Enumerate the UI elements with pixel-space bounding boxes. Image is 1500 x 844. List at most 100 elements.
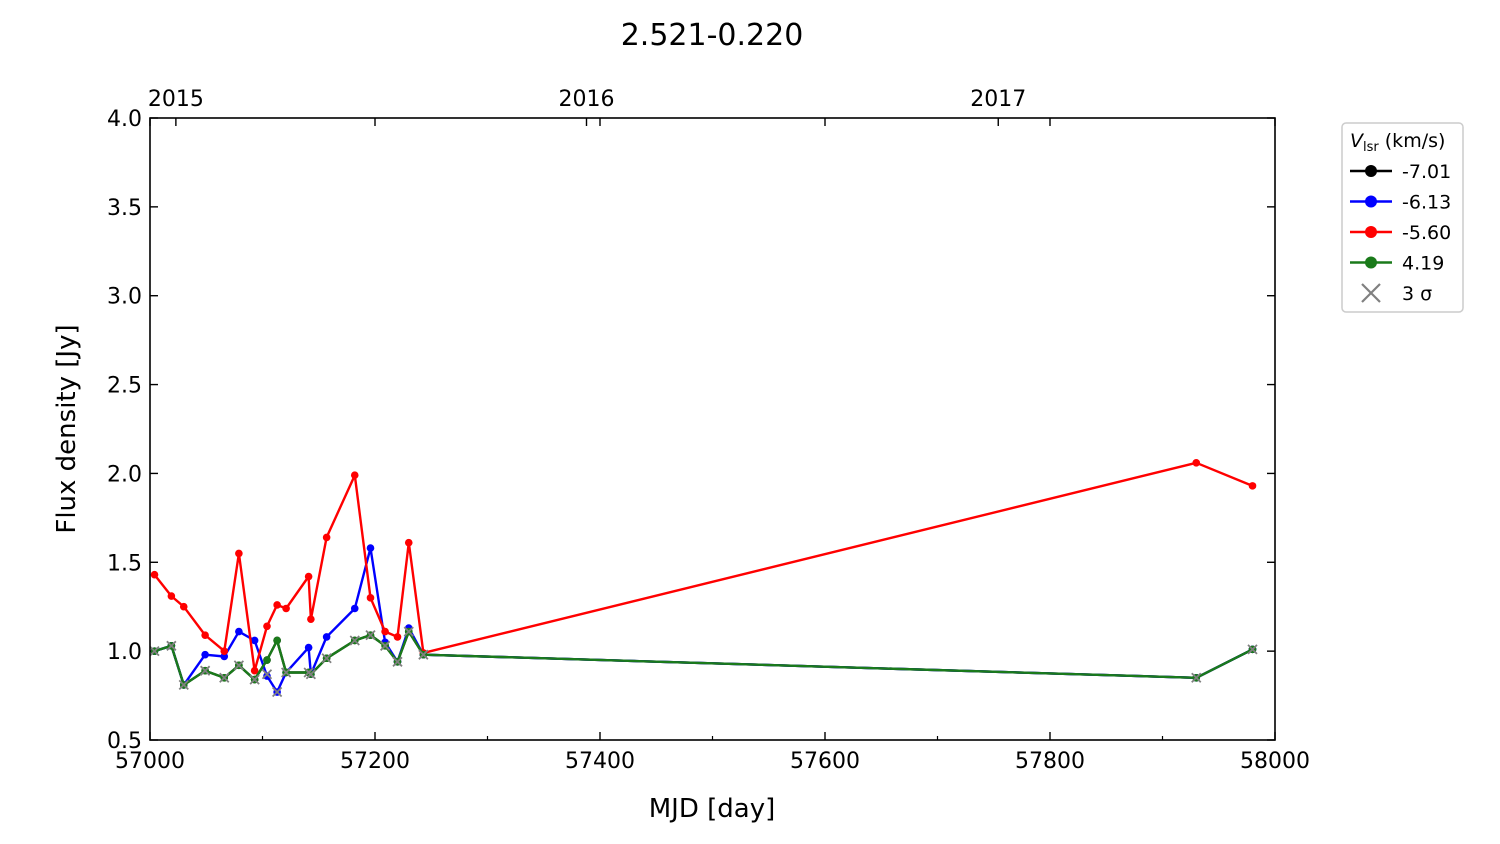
series-point-2 [179,602,188,611]
sigma-marker [1191,672,1202,683]
legend-swatch-marker [1365,165,1377,177]
sigma-marker [166,640,177,651]
series-point-2 [381,627,389,636]
legend-title: Vlsr (km/s) [1350,130,1445,155]
legend-label: -7.01 [1402,161,1451,183]
sigma-marker-stroke [199,665,211,676]
sigma-marker-stroke [349,635,360,646]
series-point-1 [263,672,271,680]
sigma-marker [199,665,211,676]
sigma-marker-stroke [271,686,283,698]
series-point-1 [235,627,243,636]
y-tick-label: 2.0 [107,462,142,487]
y-axis-label: Flux density [Jy] [52,324,82,533]
legend-sigma-label: 3 σ [1402,283,1432,305]
sigma-marker-stroke [305,669,317,680]
sigma-marker-stroke [379,640,391,651]
sigma-marker [149,646,160,657]
series-point-2 [366,594,375,602]
series-point-2 [220,647,229,655]
sigma-marker [392,656,403,667]
x-tick-label: 57200 [340,749,410,774]
x-tick-label: 57400 [565,749,635,774]
y-tick-label: 0.5 [107,729,142,754]
series-point-2 [201,631,209,639]
series-point-2 [1248,482,1257,490]
series-line-0 [154,630,1254,687]
year-tick-label: 2015 [148,87,204,112]
sigma-marker-stroke [178,679,189,691]
sigma-marker-stroke [321,653,332,664]
legend-sigma-marker [1361,283,1381,303]
sigma-marker [1247,644,1258,655]
series-point-2 [322,533,331,542]
series-line-2 [153,461,1253,672]
sigma-marker-stroke [249,674,260,685]
legend-label: -6.13 [1402,192,1451,214]
series-point-2 [273,601,281,609]
series-point-1 [350,604,359,613]
sigma-marker [271,686,283,698]
sigma-marker [249,674,260,685]
sigma-marker-stroke [233,660,245,671]
y-tick-label: 2.5 [107,374,142,399]
series-point-2 [250,666,259,675]
year-tick-label: 2017 [970,87,1026,112]
sigma-marker [321,653,332,664]
sigma-marker-stroke [149,646,160,657]
x-tick-label: 57800 [1015,749,1085,774]
sigma-marker [233,660,245,671]
sigma-marker-stroke [280,667,292,678]
sigma-marker [280,667,292,678]
series-point-1 [322,633,331,641]
sigma-marker-stroke [219,672,230,683]
series-point-2 [150,570,159,579]
y-tick-label: 3.5 [107,196,142,221]
plot-frame [149,117,1276,741]
series-point-3 [263,656,271,664]
series-point-2 [167,592,176,600]
sigma-marker-stroke [403,626,414,637]
series-point-2 [393,633,402,641]
x-axis-label: MJD [day] [649,794,776,824]
series-point-2 [263,622,271,631]
series-point-1 [220,652,229,661]
year-tick-label: 2016 [559,87,615,112]
sigma-marker [379,640,391,651]
chart-title: 2.521-0.220 [621,18,804,53]
legend-swatch-marker [1365,195,1377,208]
sigma-marker-stroke [418,649,429,660]
sigma-marker [403,626,414,637]
sigma-marker-stroke [392,656,403,667]
sigma-marker-stroke [1191,672,1202,683]
series-point-2 [350,471,359,480]
x-tick-label: 57600 [790,749,860,774]
series-point-2 [1192,458,1201,467]
series-point-2 [404,538,413,547]
sigma-marker-stroke [261,669,273,680]
series-point-1 [250,636,259,645]
sigma-marker [219,672,230,683]
sigma-marker [349,635,360,646]
legend: Vlsr (km/s) -7.01 -6.13 -5.60 4.19 3 σ [1341,122,1464,313]
legend-swatch-marker [1365,256,1377,269]
series-point-2 [235,549,243,558]
sigma-marker-stroke [1247,644,1258,655]
sigma-marker-stroke [166,640,177,651]
series-point-1 [366,544,375,552]
sigma-marker [365,630,376,641]
sigma-marker-stroke [365,630,376,641]
series-point-2 [282,604,290,613]
series-point-1 [201,650,209,659]
series-point-2 [307,615,315,623]
legend-label: 4.19 [1402,253,1444,275]
series-point-3 [273,636,281,645]
sigma-marker [261,669,273,680]
y-tick-label: 1.0 [107,640,142,665]
y-tick-label: 4.0 [107,107,142,132]
y-tick-label: 1.5 [107,551,142,576]
x-tick-label: 57000 [115,749,185,774]
sigma-marker [305,669,317,680]
series-point-2 [304,572,313,581]
